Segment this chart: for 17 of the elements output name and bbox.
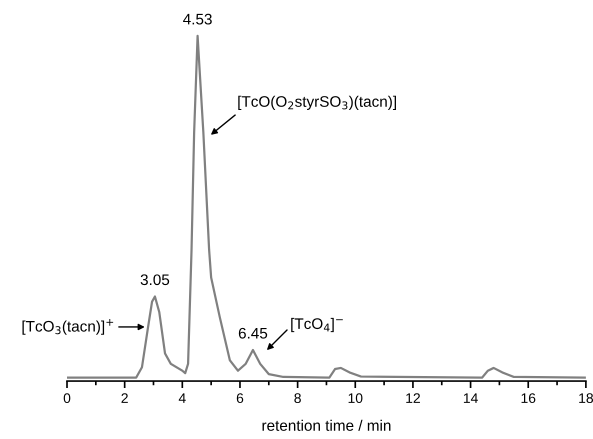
annotation: [TcO(O$_{2}$styrSO$_{3}$)(tacn)] xyxy=(238,96,396,110)
annotation: [TcO$_{3}$(tacn)]$^{+}$ xyxy=(22,319,114,335)
x-tick-label: 4 xyxy=(178,393,186,403)
x-tick-label: 14 xyxy=(464,393,478,403)
x-tick-label: 16 xyxy=(522,393,536,404)
x-tick-label: 6 xyxy=(236,393,244,404)
x-tick-label: 8 xyxy=(294,393,301,404)
annotation: 3.05 xyxy=(140,274,170,286)
annotation: [TcO$_{4}$]$^{−}$ xyxy=(291,318,343,332)
x-axis-title: retention time / min xyxy=(262,420,390,431)
annotation: 4.53 xyxy=(183,14,212,25)
x-tick-label: 2 xyxy=(122,393,128,403)
x-tick-label: 10 xyxy=(348,393,362,404)
x-tick-label: 0 xyxy=(64,393,70,404)
annotation: 6.45 xyxy=(238,328,268,339)
x-tick-label: 12 xyxy=(406,393,420,403)
x-tick-label: 18 xyxy=(579,393,593,404)
